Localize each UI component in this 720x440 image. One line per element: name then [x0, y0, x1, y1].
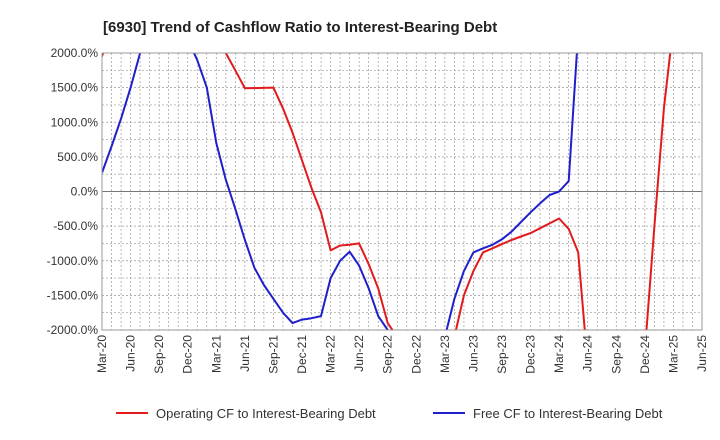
x-tick-label: Jun-20: [124, 335, 138, 372]
series-line-free-cf: [102, 53, 578, 330]
y-axis-ticks: 2000.0% 1500.0% 1000.0% 500.0% 0.0% -500.0% -1…: [47, 46, 99, 337]
x-tick-label: Sep-22: [381, 335, 395, 374]
x-tick-label: Jun-22: [352, 335, 366, 372]
y-tick-label: -2000.0%: [47, 323, 99, 337]
x-tick-label: Mar-20: [95, 335, 109, 373]
x-tick-label: Dec-22: [409, 335, 423, 374]
x-tick-label: Dec-24: [638, 335, 652, 374]
x-tick-label: Mar-25: [666, 335, 680, 373]
x-tick-label: Jun-24: [581, 335, 595, 372]
x-tick-label: Sep-24: [609, 335, 623, 374]
x-tick-label: Dec-21: [295, 335, 309, 374]
legend-label: Operating CF to Interest-Bearing Debt: [156, 406, 376, 421]
series-lines: [102, 53, 672, 330]
y-tick-label: -1500.0%: [47, 288, 99, 302]
x-tick-label: Dec-20: [181, 335, 195, 374]
x-tick-label: Sep-20: [152, 335, 166, 374]
x-tick-label: Jun-21: [238, 335, 252, 372]
x-tick-label: Mar-23: [438, 335, 452, 373]
y-tick-label: 500.0%: [57, 150, 98, 164]
y-tick-label: 2000.0%: [51, 46, 99, 60]
x-axis-ticks: Mar-20 Jun-20 Sep-20 Dec-20 Mar-21 Jun-21 Sep-…: [95, 335, 709, 374]
x-tick-label: Sep-21: [266, 335, 280, 374]
plot-grid: [102, 53, 702, 330]
y-tick-label: -500.0%: [53, 219, 98, 233]
y-tick-label: 0.0%: [71, 185, 99, 199]
x-tick-label: Mar-22: [324, 335, 338, 373]
chart-title: [6930] Trend of Cashflow Ratio to Intere…: [103, 19, 497, 36]
legend-label: Free CF to Interest-Bearing Debt: [473, 406, 663, 421]
x-tick-label: Mar-21: [209, 335, 223, 373]
x-tick-label: Jun-25: [695, 335, 709, 372]
series-line-operating-cf: [102, 53, 672, 330]
x-tick-label: Jun-23: [466, 335, 480, 372]
legend: Operating CF to Interest-Bearing Debt Fre…: [116, 406, 663, 421]
x-tick-label: Dec-23: [524, 335, 538, 374]
y-tick-label: 1000.0%: [51, 115, 99, 129]
x-tick-label: Mar-24: [552, 335, 566, 373]
x-tick-label: Sep-23: [495, 335, 509, 374]
plot-frame: [101, 52, 703, 331]
y-tick-label: 1500.0%: [51, 81, 99, 95]
y-tick-label: -1000.0%: [47, 254, 99, 268]
